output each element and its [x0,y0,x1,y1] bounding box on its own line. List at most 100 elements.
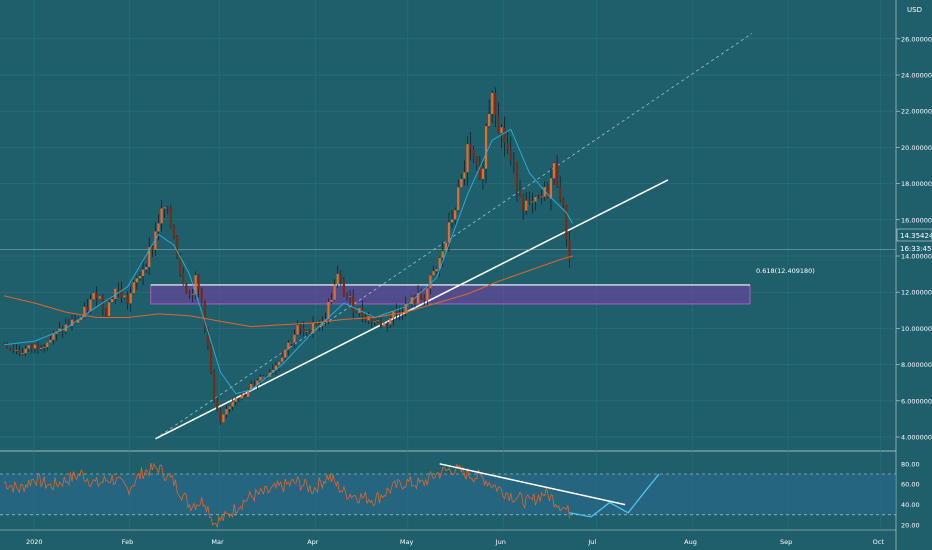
candle-body [494,92,497,116]
candle-body [296,325,299,335]
candle-body [438,257,441,269]
candle-body [441,251,444,258]
x-tick-label: Oct [873,538,885,546]
y-tick-label: 6.000000 [901,397,932,405]
candle-body [401,313,404,315]
candle-body [466,144,469,173]
y-tick-label: 12.000000 [901,289,932,297]
candle-body [132,282,135,294]
candle-body [395,311,398,313]
candle-body [540,196,543,198]
candle-body [299,325,302,329]
candle-body [311,322,315,334]
candle-body [194,275,197,295]
x-tick-label: May [400,538,414,546]
candle-body [203,300,206,329]
candle-body [435,268,438,272]
candle-body [216,399,219,411]
candle-body [148,247,151,268]
candle-body [70,319,74,327]
candle-body [209,344,213,372]
candle-body [24,348,27,354]
candle-body [345,295,349,298]
candle-body [15,349,18,351]
candle-body [386,323,389,325]
candle-body [46,342,49,348]
candle-body [27,345,30,349]
candle-body [36,344,40,349]
candle-body [111,298,114,303]
candle-body [565,204,568,240]
candle-body [33,344,36,349]
candle-body [314,322,318,325]
candle-body [256,380,259,385]
ma-slow-line [3,255,573,328]
candle-body [318,324,321,326]
candle-body [243,394,247,397]
candle-body [518,189,522,196]
y-tick-label: 22.000000 [901,108,932,116]
candle-body [342,280,345,296]
candle-body [552,162,556,179]
candle-body [163,207,166,209]
y-tick-label: 26.000000 [901,35,932,43]
candle-body [478,164,481,179]
candle-body [509,150,512,160]
candle-body [404,303,407,314]
candle-body [250,383,253,391]
y-tick-label: 4.000000 [901,434,932,442]
candle-body [234,398,237,402]
indicator-lines [3,128,574,395]
candle-body [169,208,172,227]
x-tick-label: Jun [495,538,506,546]
candle-body [277,361,281,366]
candle-body [469,144,472,150]
candle-body [141,269,145,276]
candle-body [333,284,336,300]
candle-body [259,376,262,381]
candle-body [302,328,305,332]
x-tick-label: Sep [780,538,792,546]
candle-body [330,299,333,302]
currency-label: USD [907,6,922,14]
candle-body [262,376,265,378]
candle-body [120,289,123,298]
candle-body [21,353,24,355]
candle-body [531,201,534,203]
candle-body [281,357,284,362]
candle-body [126,295,129,304]
candle-body [568,239,571,260]
candle-body [339,273,342,281]
last-price-badge: 14.354240 16:33:45 [896,228,932,254]
candle-body [135,278,138,283]
candle-body [2,342,6,345]
candle-body [213,371,216,400]
candle-body [166,207,169,209]
candle-body [182,273,185,285]
x-tick-label: Mar [211,538,224,546]
candle-body [172,226,176,237]
candle-body [534,196,537,202]
candle-body [506,143,509,151]
rsi-band [0,474,896,515]
projection-trendline [155,33,753,440]
candle-body [5,344,9,349]
candle-body [450,219,454,223]
candle-body [382,323,386,327]
candle-body [200,289,203,301]
candle-body [86,306,89,311]
candle-body [426,288,429,301]
candle-body [379,320,383,327]
candle-body [231,401,234,407]
candle-body [225,409,228,415]
candle-body [488,113,491,127]
fib-label: 0.618(12.409180) [752,265,815,275]
candle-body [247,390,250,397]
fib-label-text: 0.618(12.409180) [756,267,815,275]
candle-body [89,299,92,311]
candle-body [83,306,86,318]
candle-body [522,195,525,211]
candle-body [157,223,160,232]
candle-body [253,383,256,385]
